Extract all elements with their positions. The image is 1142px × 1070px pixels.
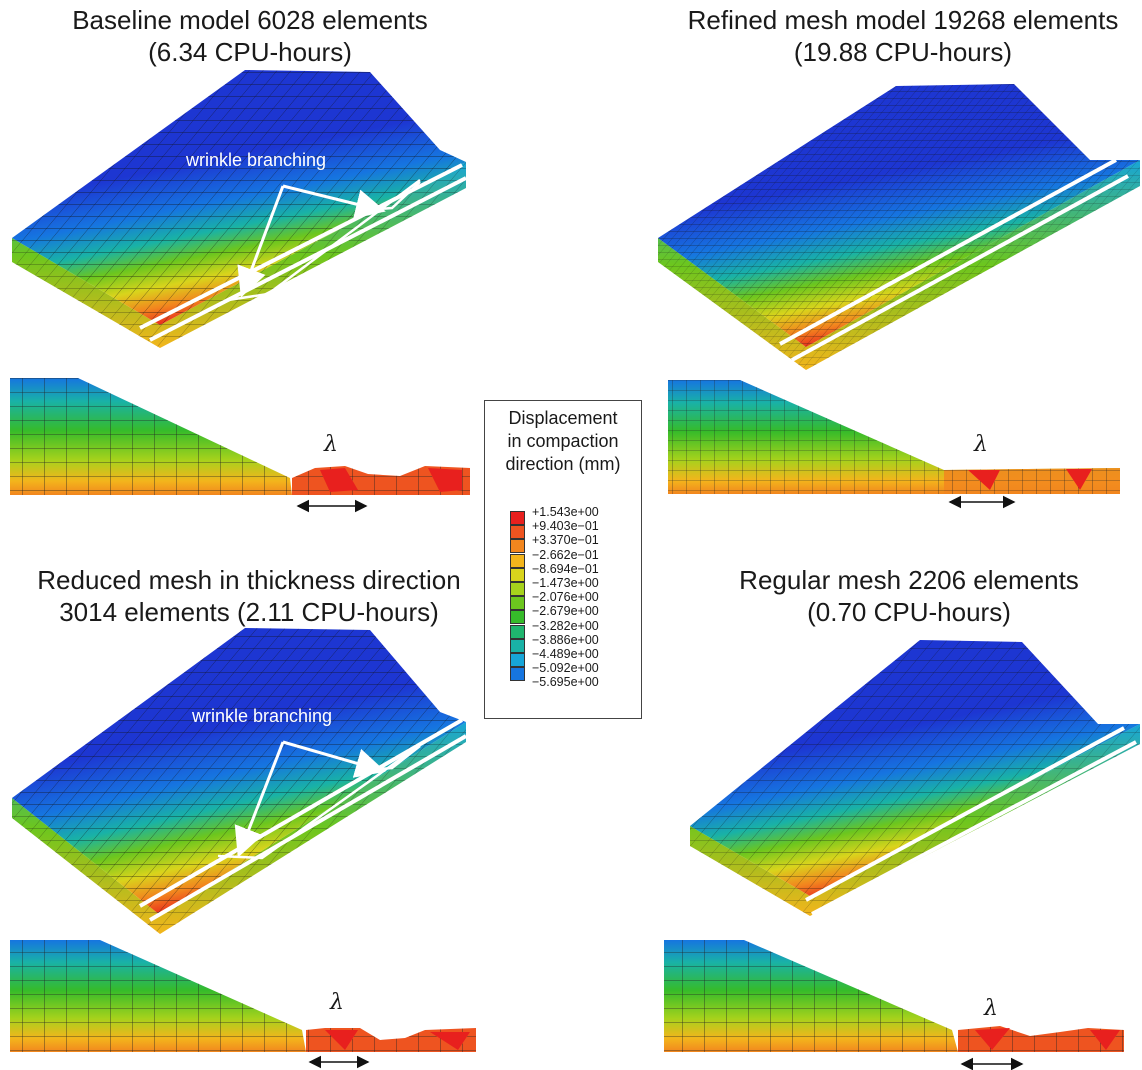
legend-swatch bbox=[510, 638, 525, 653]
panel-title-line: Baseline model 6028 elements bbox=[72, 5, 428, 35]
legend-tick-label: −2.076e+00 bbox=[532, 590, 599, 605]
annotation-arrow bbox=[282, 184, 386, 219]
branch-line bbox=[217, 743, 421, 860]
wrinkle-peak bbox=[968, 470, 1000, 490]
slab-3d-refined bbox=[658, 84, 1140, 370]
legend-tick-label: −4.489e+00 bbox=[532, 647, 599, 661]
legend-tick-label: −5.695e+00 bbox=[532, 675, 599, 690]
panel-title-reduced: Reduced mesh in thickness direction 3014… bbox=[18, 564, 480, 628]
legend-tick-label: −2.679e+00 bbox=[532, 604, 599, 619]
panel-title-line: (6.34 CPU-hours) bbox=[148, 37, 352, 67]
wrinkle-line bbox=[148, 734, 468, 922]
legend-swatch bbox=[510, 553, 525, 568]
slab-3d-reduced bbox=[12, 628, 468, 934]
panel-title-baseline: Baseline model 6028 elements (6.34 CPU-h… bbox=[27, 4, 473, 68]
legend-tick-label: −2.662e−01 bbox=[532, 547, 599, 562]
panel-title-line: (19.88 CPU-hours) bbox=[793, 37, 1013, 67]
slab-top-mesh bbox=[658, 84, 1140, 347]
panel-title-line: 3014 elements (2.11 CPU-hours) bbox=[59, 597, 439, 627]
wrinkle-peak bbox=[320, 468, 358, 492]
legend-tick-label: −5.092e+00 bbox=[532, 661, 599, 676]
legend-swatch bbox=[510, 525, 525, 540]
legend-swatch bbox=[510, 610, 525, 625]
legend-tick-label: +9.403e−01 bbox=[532, 519, 599, 534]
legend-title-line: in compaction bbox=[507, 431, 619, 451]
panel-title-regular: Regular mesh 2206 elements (0.70 CPU-hou… bbox=[704, 564, 1114, 628]
panel-title-refined: Refined mesh model 19268 elements (19.88… bbox=[666, 4, 1140, 68]
legend-swatch bbox=[510, 511, 525, 525]
wrinkle-peak bbox=[428, 468, 462, 492]
legend-swatch bbox=[510, 624, 525, 639]
wrinkle-peak bbox=[1066, 469, 1092, 490]
legend-swatch bbox=[510, 596, 525, 611]
annotation-arrow bbox=[234, 741, 285, 858]
lambda-label: λ bbox=[974, 432, 988, 457]
legend-tick-label: +1.543e+00 bbox=[532, 505, 599, 519]
lambda-label: λ bbox=[324, 432, 338, 457]
legend-swatch bbox=[510, 653, 525, 667]
slab-top-mesh bbox=[12, 628, 466, 915]
legend-title-line: Displacement bbox=[508, 408, 618, 428]
profile-body-mesh bbox=[10, 378, 292, 495]
panel-title-line: (0.70 CPU-hours) bbox=[807, 597, 1011, 627]
annotation-wrinkle-branching: wrinkle branching bbox=[186, 150, 327, 170]
annotation-wrinkle-branching: wrinkle branching bbox=[192, 706, 333, 726]
legend-title: Displacement in compaction direction (mm… bbox=[485, 407, 641, 476]
wrinkle-peak bbox=[325, 1030, 358, 1050]
slab-3d-regular bbox=[690, 640, 1140, 916]
profile-body-mesh bbox=[10, 940, 306, 1052]
legend-tick-label: −8.694e−01 bbox=[532, 561, 599, 576]
profile-regular bbox=[664, 940, 1124, 1070]
wrinkle-line bbox=[149, 176, 467, 342]
annotation-arrow bbox=[282, 740, 386, 778]
legend-tick-label: +3.370e−01 bbox=[532, 533, 599, 548]
lambda-label: λ bbox=[984, 996, 998, 1021]
wrinkle-peak bbox=[975, 1028, 1010, 1050]
color-legend: Displacement in compaction direction (mm… bbox=[484, 400, 642, 719]
profile-baseline bbox=[10, 378, 470, 513]
panel-title-line: Reduced mesh in thickness direction bbox=[37, 565, 461, 595]
panel-title-line: Refined mesh model 19268 elements bbox=[687, 5, 1119, 35]
wrinkle-peak bbox=[1090, 1030, 1120, 1050]
wrinkle-line bbox=[779, 158, 1117, 346]
legend-tick-label: −3.886e+00 bbox=[532, 632, 599, 647]
profile-reduced bbox=[10, 940, 476, 1069]
wrinkle-line bbox=[138, 718, 464, 908]
legend-swatch bbox=[510, 582, 525, 596]
slab-top-mesh bbox=[690, 640, 1140, 896]
legend-title-line: direction (mm) bbox=[505, 454, 621, 474]
profile-body-mesh bbox=[668, 380, 1120, 494]
slab-top-mesh bbox=[12, 70, 466, 325]
profile-refined bbox=[668, 380, 1120, 509]
slab-3d-baseline bbox=[12, 70, 467, 348]
annotation-arrow bbox=[237, 185, 285, 298]
legend-swatch bbox=[510, 667, 525, 682]
legend-tick-label: −1.473e+00 bbox=[532, 576, 599, 590]
wrinkle-line bbox=[811, 740, 1137, 916]
legend-swatch bbox=[510, 567, 525, 582]
wrinkle-peak bbox=[430, 1032, 470, 1050]
panel-title-line: Regular mesh 2206 elements bbox=[739, 565, 1079, 595]
legend-tick-label: −3.282e+00 bbox=[532, 618, 599, 633]
wrinkle-line bbox=[805, 726, 1125, 902]
wrinkle-line bbox=[791, 174, 1129, 362]
profile-body-mesh bbox=[664, 940, 958, 1052]
legend-swatch bbox=[510, 539, 525, 554]
lambda-label: λ bbox=[330, 990, 344, 1015]
